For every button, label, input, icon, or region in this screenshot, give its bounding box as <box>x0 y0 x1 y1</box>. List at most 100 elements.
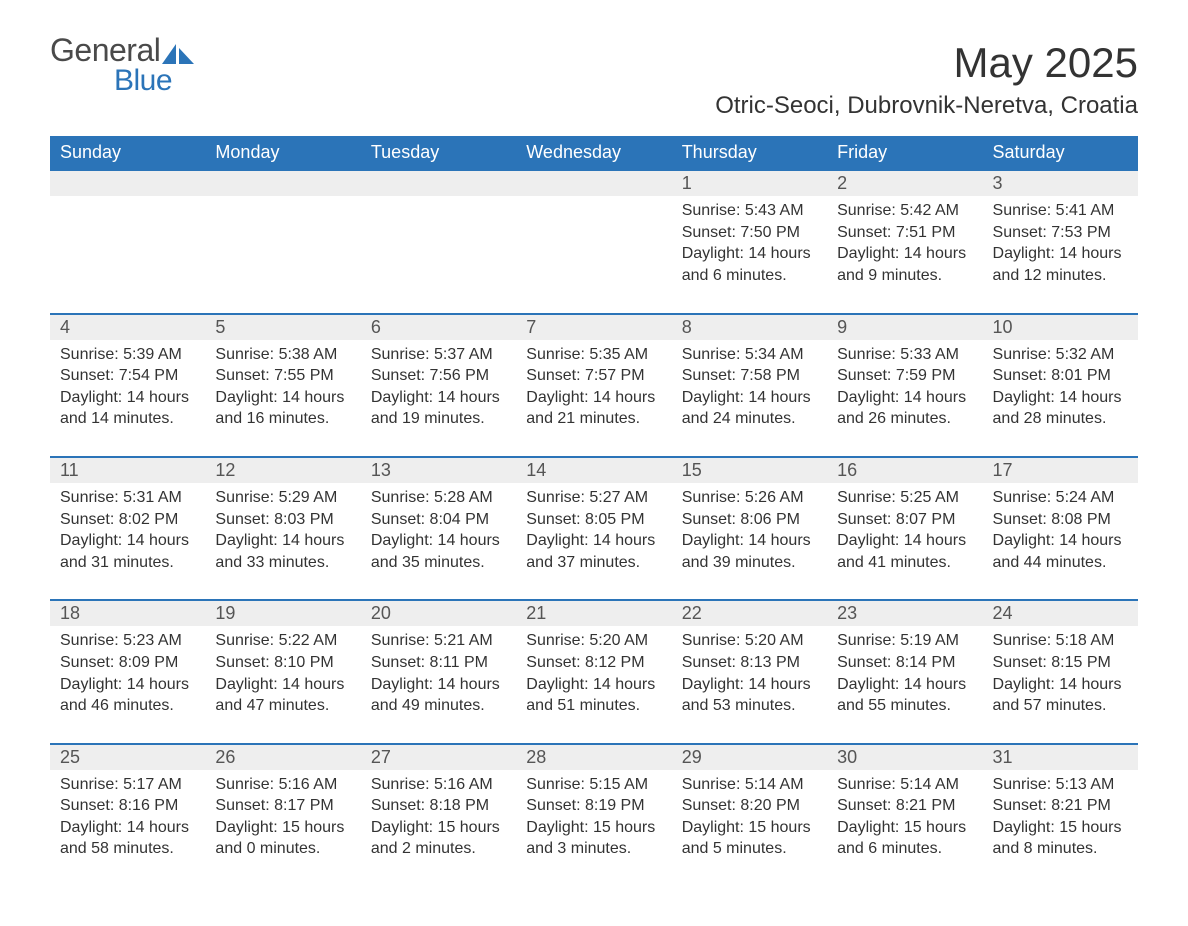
daylight-text: Daylight: 14 hours and 24 minutes. <box>682 387 817 430</box>
title-block: May 2025 Otric-Seoci, Dubrovnik-Neretva,… <box>715 40 1138 130</box>
logo-blue-text: Blue <box>114 66 196 96</box>
col-header: Tuesday <box>361 136 516 170</box>
daylight-text: Daylight: 14 hours and 55 minutes. <box>837 674 972 717</box>
day-number: 4 <box>50 314 205 340</box>
daylight-text: Daylight: 14 hours and 9 minutes. <box>837 243 972 286</box>
sunset-text: Sunset: 7:53 PM <box>993 222 1128 244</box>
sunset-text: Sunset: 8:06 PM <box>682 509 817 531</box>
content-row: Sunrise: 5:23 AMSunset: 8:09 PMDaylight:… <box>50 626 1138 743</box>
daylight-text: Daylight: 15 hours and 5 minutes. <box>682 817 817 860</box>
day-number: 28 <box>516 744 671 770</box>
day-cell: Sunrise: 5:20 AMSunset: 8:12 PMDaylight:… <box>516 626 671 743</box>
day-cell: Sunrise: 5:41 AMSunset: 7:53 PMDaylight:… <box>983 196 1138 313</box>
day-number: 30 <box>827 744 982 770</box>
empty-cell <box>516 196 671 313</box>
sunrise-text: Sunrise: 5:42 AM <box>837 200 972 222</box>
sunset-text: Sunset: 8:10 PM <box>215 652 350 674</box>
calendar-table: SundayMondayTuesdayWednesdayThursdayFrid… <box>50 136 1138 886</box>
sunset-text: Sunset: 7:50 PM <box>682 222 817 244</box>
sunset-text: Sunset: 8:18 PM <box>371 795 506 817</box>
day-cell: Sunrise: 5:18 AMSunset: 8:15 PMDaylight:… <box>983 626 1138 743</box>
day-cell: Sunrise: 5:21 AMSunset: 8:11 PMDaylight:… <box>361 626 516 743</box>
sunrise-text: Sunrise: 5:27 AM <box>526 487 661 509</box>
day-number: 5 <box>205 314 360 340</box>
sunrise-text: Sunrise: 5:14 AM <box>837 774 972 796</box>
day-cell: Sunrise: 5:34 AMSunset: 7:58 PMDaylight:… <box>672 340 827 457</box>
daylight-text: Daylight: 15 hours and 2 minutes. <box>371 817 506 860</box>
sunset-text: Sunset: 8:19 PM <box>526 795 661 817</box>
daylight-text: Daylight: 14 hours and 31 minutes. <box>60 530 195 573</box>
empty-daynum <box>205 170 360 196</box>
sunset-text: Sunset: 7:51 PM <box>837 222 972 244</box>
sunrise-text: Sunrise: 5:18 AM <box>993 630 1128 652</box>
day-cell: Sunrise: 5:25 AMSunset: 8:07 PMDaylight:… <box>827 483 982 600</box>
sunset-text: Sunset: 7:59 PM <box>837 365 972 387</box>
sunrise-text: Sunrise: 5:28 AM <box>371 487 506 509</box>
sunrise-text: Sunrise: 5:20 AM <box>682 630 817 652</box>
daylight-text: Daylight: 14 hours and 16 minutes. <box>215 387 350 430</box>
sunrise-text: Sunrise: 5:16 AM <box>215 774 350 796</box>
day-number: 2 <box>827 170 982 196</box>
col-header: Friday <box>827 136 982 170</box>
sunrise-text: Sunrise: 5:32 AM <box>993 344 1128 366</box>
sunset-text: Sunset: 8:07 PM <box>837 509 972 531</box>
daynum-row: 18192021222324 <box>50 600 1138 626</box>
daylight-text: Daylight: 14 hours and 58 minutes. <box>60 817 195 860</box>
sunset-text: Sunset: 7:57 PM <box>526 365 661 387</box>
day-cell: Sunrise: 5:42 AMSunset: 7:51 PMDaylight:… <box>827 196 982 313</box>
day-cell: Sunrise: 5:43 AMSunset: 7:50 PMDaylight:… <box>672 196 827 313</box>
sunrise-text: Sunrise: 5:43 AM <box>682 200 817 222</box>
daylight-text: Daylight: 14 hours and 51 minutes. <box>526 674 661 717</box>
col-header: Thursday <box>672 136 827 170</box>
day-cell: Sunrise: 5:37 AMSunset: 7:56 PMDaylight:… <box>361 340 516 457</box>
daynum-row: 11121314151617 <box>50 457 1138 483</box>
day-number: 20 <box>361 600 516 626</box>
sunrise-text: Sunrise: 5:41 AM <box>993 200 1128 222</box>
content-row: Sunrise: 5:17 AMSunset: 8:16 PMDaylight:… <box>50 770 1138 886</box>
month-title: May 2025 <box>715 40 1138 86</box>
daylight-text: Daylight: 14 hours and 37 minutes. <box>526 530 661 573</box>
daylight-text: Daylight: 14 hours and 21 minutes. <box>526 387 661 430</box>
daylight-text: Daylight: 14 hours and 57 minutes. <box>993 674 1128 717</box>
day-cell: Sunrise: 5:15 AMSunset: 8:19 PMDaylight:… <box>516 770 671 886</box>
day-number: 23 <box>827 600 982 626</box>
day-number: 11 <box>50 457 205 483</box>
sunset-text: Sunset: 8:05 PM <box>526 509 661 531</box>
daylight-text: Daylight: 14 hours and 46 minutes. <box>60 674 195 717</box>
empty-daynum <box>50 170 205 196</box>
sunrise-text: Sunrise: 5:35 AM <box>526 344 661 366</box>
sunrise-text: Sunrise: 5:24 AM <box>993 487 1128 509</box>
day-number: 15 <box>672 457 827 483</box>
day-number: 27 <box>361 744 516 770</box>
empty-daynum <box>361 170 516 196</box>
daylight-text: Daylight: 14 hours and 53 minutes. <box>682 674 817 717</box>
day-cell: Sunrise: 5:20 AMSunset: 8:13 PMDaylight:… <box>672 626 827 743</box>
day-number: 22 <box>672 600 827 626</box>
day-cell: Sunrise: 5:16 AMSunset: 8:18 PMDaylight:… <box>361 770 516 886</box>
day-number: 8 <box>672 314 827 340</box>
sunset-text: Sunset: 8:17 PM <box>215 795 350 817</box>
daylight-text: Daylight: 15 hours and 6 minutes. <box>837 817 972 860</box>
day-number: 16 <box>827 457 982 483</box>
day-number: 17 <box>983 457 1138 483</box>
day-number: 24 <box>983 600 1138 626</box>
empty-cell <box>50 196 205 313</box>
day-number: 6 <box>361 314 516 340</box>
sunset-text: Sunset: 8:01 PM <box>993 365 1128 387</box>
daylight-text: Daylight: 14 hours and 35 minutes. <box>371 530 506 573</box>
sunrise-text: Sunrise: 5:26 AM <box>682 487 817 509</box>
day-cell: Sunrise: 5:33 AMSunset: 7:59 PMDaylight:… <box>827 340 982 457</box>
day-number: 7 <box>516 314 671 340</box>
day-number: 14 <box>516 457 671 483</box>
day-cell: Sunrise: 5:28 AMSunset: 8:04 PMDaylight:… <box>361 483 516 600</box>
sunrise-text: Sunrise: 5:14 AM <box>682 774 817 796</box>
sunset-text: Sunset: 8:20 PM <box>682 795 817 817</box>
daynum-row: 25262728293031 <box>50 744 1138 770</box>
header: General Blue May 2025 Otric-Seoci, Dubro… <box>50 40 1138 130</box>
day-number: 1 <box>672 170 827 196</box>
sunrise-text: Sunrise: 5:25 AM <box>837 487 972 509</box>
sunset-text: Sunset: 8:08 PM <box>993 509 1128 531</box>
sunrise-text: Sunrise: 5:17 AM <box>60 774 195 796</box>
calendar-body: 123 Sunrise: 5:43 AMSunset: 7:50 PMDayli… <box>50 170 1138 886</box>
sunrise-text: Sunrise: 5:23 AM <box>60 630 195 652</box>
